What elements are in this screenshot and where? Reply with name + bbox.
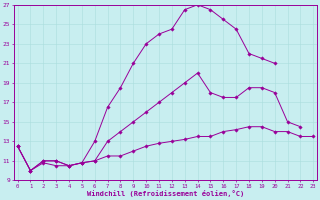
X-axis label: Windchill (Refroidissement éolien,°C): Windchill (Refroidissement éolien,°C)	[87, 190, 244, 197]
